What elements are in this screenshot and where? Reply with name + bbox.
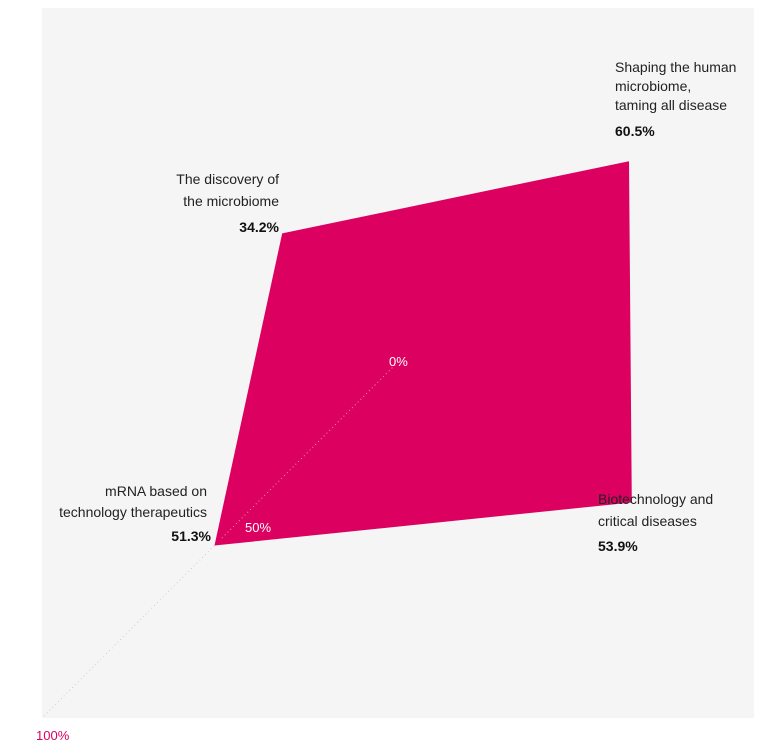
axis-label-line: critical diseases bbox=[598, 513, 697, 529]
data-area-polygon bbox=[214, 161, 632, 546]
tick-label-0: 0% bbox=[389, 354, 408, 369]
axis-label-line: mRNA based on bbox=[105, 483, 207, 499]
axis-label-line: The discovery of bbox=[176, 171, 279, 187]
axis-label-line: microbiome, bbox=[615, 78, 691, 94]
value-label: 51.3% bbox=[171, 528, 211, 544]
axis-label-line: Shaping the human bbox=[615, 59, 736, 75]
value-label: 60.5% bbox=[615, 123, 655, 139]
axis-label-line: technology therapeutics bbox=[59, 504, 207, 520]
tick-label-50: 50% bbox=[245, 520, 271, 535]
axis-label-line: taming all disease bbox=[615, 97, 727, 113]
value-label: 34.2% bbox=[239, 219, 279, 235]
value-label: 53.9% bbox=[598, 538, 638, 554]
axis-label-line: Biotechnology and bbox=[598, 491, 713, 507]
axis-label-line: the microbiome bbox=[183, 193, 279, 209]
tick-label-100: 100% bbox=[36, 728, 70, 742]
